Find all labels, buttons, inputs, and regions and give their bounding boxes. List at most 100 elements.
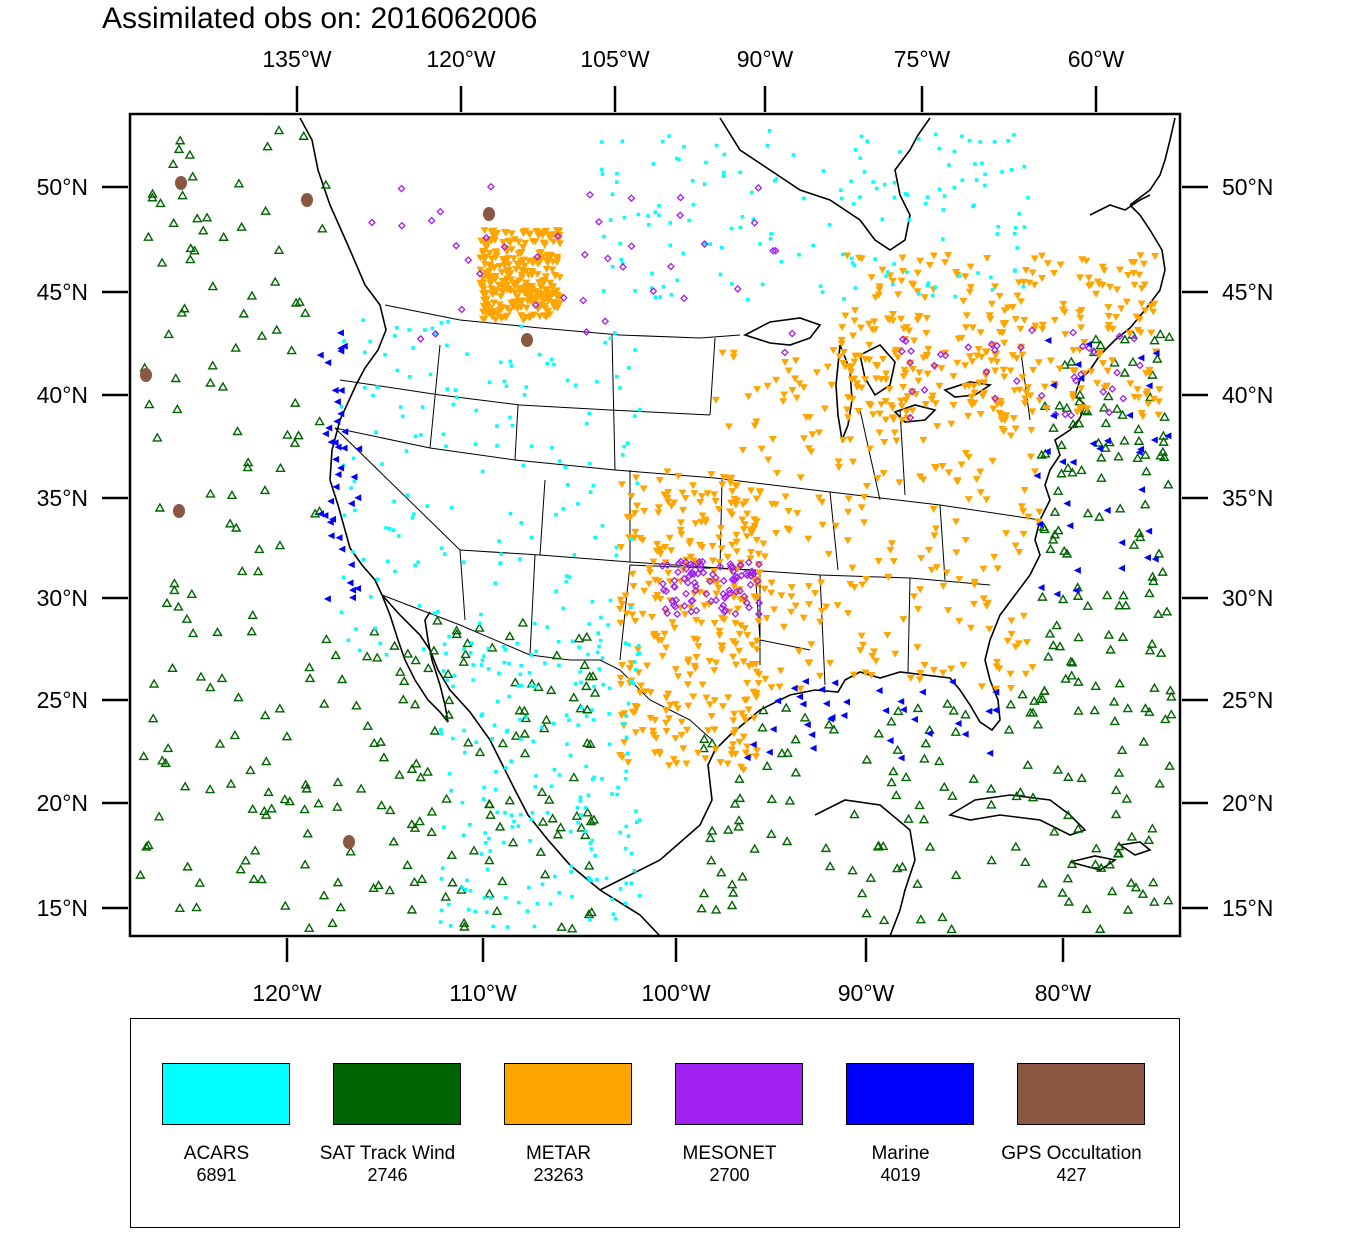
metar-marker [902, 408, 911, 416]
acars-marker [600, 656, 605, 661]
acars-marker [392, 499, 396, 504]
marine-marker [337, 464, 345, 472]
acars-marker [392, 334, 397, 338]
sat-track-wind-marker [886, 777, 897, 787]
metar-marker [1006, 432, 1015, 440]
sat-track-wind-marker [229, 729, 241, 740]
bottom-lon-label: 90°W [838, 980, 895, 1006]
acars-marker [646, 214, 650, 218]
acars-marker [572, 553, 577, 557]
top-lon-label: 120°W [426, 46, 496, 72]
metar-marker [638, 610, 647, 618]
metar-marker [841, 312, 850, 320]
sat-track-wind-marker [552, 829, 564, 839]
sat-track-wind-marker [138, 751, 149, 761]
metar-marker [833, 602, 842, 610]
bottom-lon-label: 80°W [1035, 980, 1092, 1006]
metar-marker [679, 567, 688, 575]
metar-marker [673, 705, 682, 713]
metar-marker [748, 641, 757, 649]
acars-marker [407, 328, 411, 332]
sat-track-wind-marker [345, 846, 356, 856]
metar-marker [775, 683, 784, 691]
metar-marker [1093, 380, 1102, 388]
metar-marker [805, 601, 814, 609]
sat-track-wind-marker [510, 730, 522, 740]
acars-marker [853, 286, 858, 290]
acars-marker [600, 172, 605, 176]
left-lat-label: 35°N [37, 485, 88, 511]
metar-marker [898, 254, 907, 262]
metar-marker [555, 235, 564, 243]
mesonet-marker [452, 241, 461, 250]
sat-track-wind-marker [458, 917, 470, 927]
acars-marker [600, 167, 604, 172]
sat-track-wind-marker [1147, 823, 1158, 833]
sat-track-wind-marker [289, 437, 301, 447]
sat-track-wind-marker [1052, 485, 1064, 495]
sat-track-wind-marker [147, 188, 158, 198]
metar-marker [697, 619, 706, 627]
metar-marker [867, 671, 876, 679]
acars-marker [569, 864, 574, 869]
metar-marker [929, 505, 938, 513]
metar-marker [670, 624, 679, 632]
metar-marker [630, 509, 639, 517]
sat-track-wind-marker [205, 377, 216, 387]
marine-marker [799, 700, 807, 708]
acars-marker [600, 140, 604, 144]
metar-marker [744, 393, 753, 401]
metar-marker [931, 525, 940, 533]
marine-marker [803, 721, 811, 729]
metar-marker [786, 608, 795, 616]
sat-track-wind-marker [426, 806, 438, 816]
metar-marker [506, 239, 515, 247]
acars-marker [421, 647, 426, 651]
acars-marker [405, 493, 410, 498]
metar-marker [723, 553, 732, 561]
sat-track-wind-marker [226, 489, 238, 500]
acars-marker [967, 138, 972, 143]
mesonet-marker [619, 263, 627, 271]
sat-track-wind-marker [240, 855, 251, 865]
metar-marker [947, 665, 956, 673]
sat-track-wind-marker [184, 149, 196, 159]
acars-marker [579, 705, 584, 710]
metar-marker [970, 600, 979, 608]
acars-marker [482, 654, 486, 658]
metar-marker [967, 393, 976, 401]
metar-marker [1137, 410, 1146, 417]
acars-marker [885, 270, 890, 274]
acars-marker [518, 717, 522, 722]
metar-marker [1002, 412, 1011, 420]
sat-track-wind-marker [422, 766, 433, 776]
acars-marker [589, 878, 593, 883]
mesonet-marker [907, 347, 915, 356]
metar-marker [655, 751, 664, 759]
sat-track-wind-marker [1005, 699, 1017, 709]
sat-track-wind-marker [865, 872, 877, 882]
sat-track-wind-marker [824, 861, 836, 871]
acars-marker [592, 684, 596, 689]
metar-marker [846, 436, 855, 444]
acars-marker [371, 393, 375, 398]
acars-marker [479, 852, 484, 856]
acars-marker [983, 172, 987, 177]
metar-marker [1018, 351, 1027, 359]
acars-marker [606, 623, 610, 627]
acars-marker [557, 663, 561, 668]
acars-marker [446, 902, 451, 907]
sat-track-wind-marker [335, 902, 346, 912]
mesonet-marker [744, 558, 753, 567]
sat-track-wind-marker [892, 744, 903, 754]
metar-marker [683, 726, 692, 734]
metar-marker [486, 280, 495, 288]
sat-track-wind-marker [275, 462, 286, 472]
metar-marker [913, 316, 922, 324]
marine-marker [324, 359, 332, 367]
sat-track-wind-marker [1061, 548, 1073, 558]
sat-track-wind-marker [440, 891, 451, 901]
acars-marker [591, 483, 596, 488]
acars-marker [495, 424, 499, 428]
mesonet-marker [427, 216, 436, 225]
